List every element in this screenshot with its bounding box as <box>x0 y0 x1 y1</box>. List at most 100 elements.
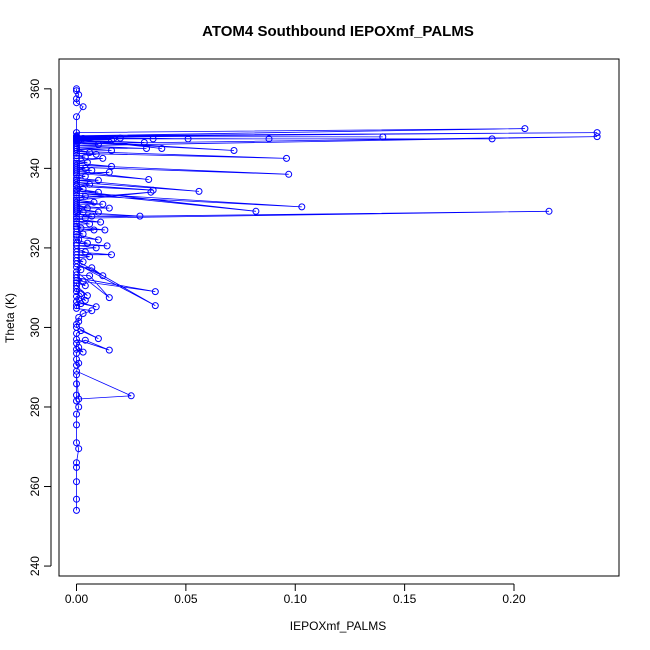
data-point <box>79 348 87 356</box>
data-point <box>127 392 135 400</box>
data-point <box>73 185 80 193</box>
data-point <box>73 495 80 503</box>
data-point <box>94 335 102 343</box>
data-point <box>147 188 155 196</box>
data-point <box>86 272 94 280</box>
data-point <box>143 145 150 152</box>
data-point <box>140 139 148 146</box>
x-axis: 0.00 0.05 0.10 0.15 0.20 <box>65 583 526 606</box>
data-point <box>88 166 96 174</box>
data-point <box>83 292 91 300</box>
data-point <box>73 410 80 418</box>
x-tick-label: 0.15 <box>393 592 417 606</box>
data-point <box>79 135 87 142</box>
data-point <box>75 314 83 321</box>
data-point <box>81 248 89 256</box>
data-point <box>86 220 94 228</box>
data-point <box>79 230 87 238</box>
data-point <box>184 135 192 143</box>
y-tick-label: 300 <box>28 317 42 337</box>
data-point <box>73 95 80 103</box>
data-point <box>73 279 80 287</box>
data-point <box>73 268 80 276</box>
data-point <box>94 141 102 148</box>
data-point <box>88 212 96 220</box>
data-point <box>230 147 238 154</box>
data-point <box>94 208 102 216</box>
data-point <box>73 189 80 197</box>
x-tick-label: 0.00 <box>65 592 89 606</box>
data-point <box>88 307 96 315</box>
data-point <box>73 87 80 95</box>
y-tick-label: 340 <box>28 158 42 178</box>
data-point <box>136 212 144 220</box>
data-point <box>73 129 80 137</box>
data-point <box>73 439 80 447</box>
data-point <box>195 187 203 195</box>
data-point <box>75 403 83 411</box>
data-point <box>105 168 113 176</box>
data-point <box>94 176 102 184</box>
data-point <box>79 278 87 286</box>
y-tick-label: 260 <box>28 476 42 496</box>
data-point <box>73 85 80 93</box>
data-point <box>73 174 80 182</box>
data-point <box>73 323 80 331</box>
data-point <box>73 132 80 140</box>
data-point <box>73 178 80 186</box>
data-point <box>81 214 89 222</box>
data-point <box>73 225 80 233</box>
data-point <box>75 318 83 325</box>
data-point <box>73 213 80 221</box>
data-point <box>151 288 159 296</box>
data-point <box>81 153 89 161</box>
data-point <box>86 149 94 156</box>
data-point <box>101 226 109 234</box>
data-point <box>116 134 124 142</box>
x-axis-label: IEPOXmf_PALMS <box>290 619 386 633</box>
data-point <box>81 192 89 200</box>
data-point <box>90 226 98 234</box>
data-point <box>285 170 293 178</box>
data-point <box>379 133 387 141</box>
data-point <box>77 290 85 298</box>
data-point <box>73 421 80 429</box>
data-point <box>73 339 80 347</box>
data-point <box>99 272 107 280</box>
data-point <box>81 164 89 172</box>
data-point <box>92 303 100 311</box>
data-point <box>283 154 290 162</box>
y-axis-label: Theta (K) <box>3 293 17 343</box>
data-point <box>94 236 102 244</box>
data-point <box>73 371 80 379</box>
data-point <box>73 506 80 514</box>
data-point <box>105 204 113 212</box>
data-point <box>105 294 113 302</box>
data-point <box>521 125 529 133</box>
data-point <box>149 135 157 143</box>
data-point <box>94 188 102 196</box>
data-point <box>73 215 80 223</box>
data-point <box>73 99 80 107</box>
data-point <box>73 271 80 279</box>
y-tick-label: 280 <box>28 397 42 417</box>
data-point <box>73 349 80 357</box>
data-point <box>110 135 118 142</box>
data-point <box>99 200 107 208</box>
data-point <box>75 343 83 351</box>
data-point <box>149 186 157 194</box>
data-point <box>83 204 91 212</box>
data-point <box>79 310 87 317</box>
data-point <box>103 242 111 250</box>
data-point <box>73 154 80 162</box>
data-point <box>73 459 80 467</box>
y-tick-label: 320 <box>28 238 42 258</box>
y-tick-label: 360 <box>28 78 42 98</box>
data-point <box>75 359 83 367</box>
data-point <box>105 346 113 354</box>
data-point <box>73 222 80 230</box>
data-point <box>73 159 80 167</box>
data-point <box>99 154 107 162</box>
data-point <box>83 239 91 247</box>
data-point <box>73 113 80 121</box>
